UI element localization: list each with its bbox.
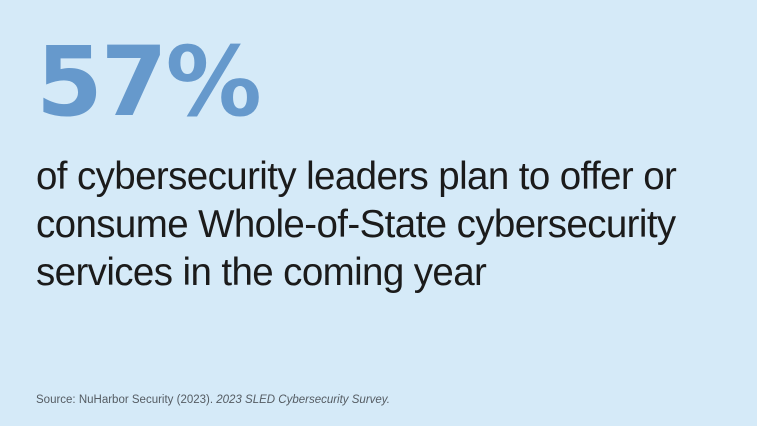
- source-citation: Source: NuHarbor Security (2023). 2023 S…: [36, 394, 390, 406]
- source-prefix: Source: NuHarbor Security (2023).: [36, 394, 217, 406]
- stat-value: 57%: [36, 26, 262, 138]
- stat-description: of cybersecurity leaders plan to offer o…: [36, 155, 677, 294]
- source-title: 2023 SLED Cybersecurity Survey.: [216, 394, 390, 406]
